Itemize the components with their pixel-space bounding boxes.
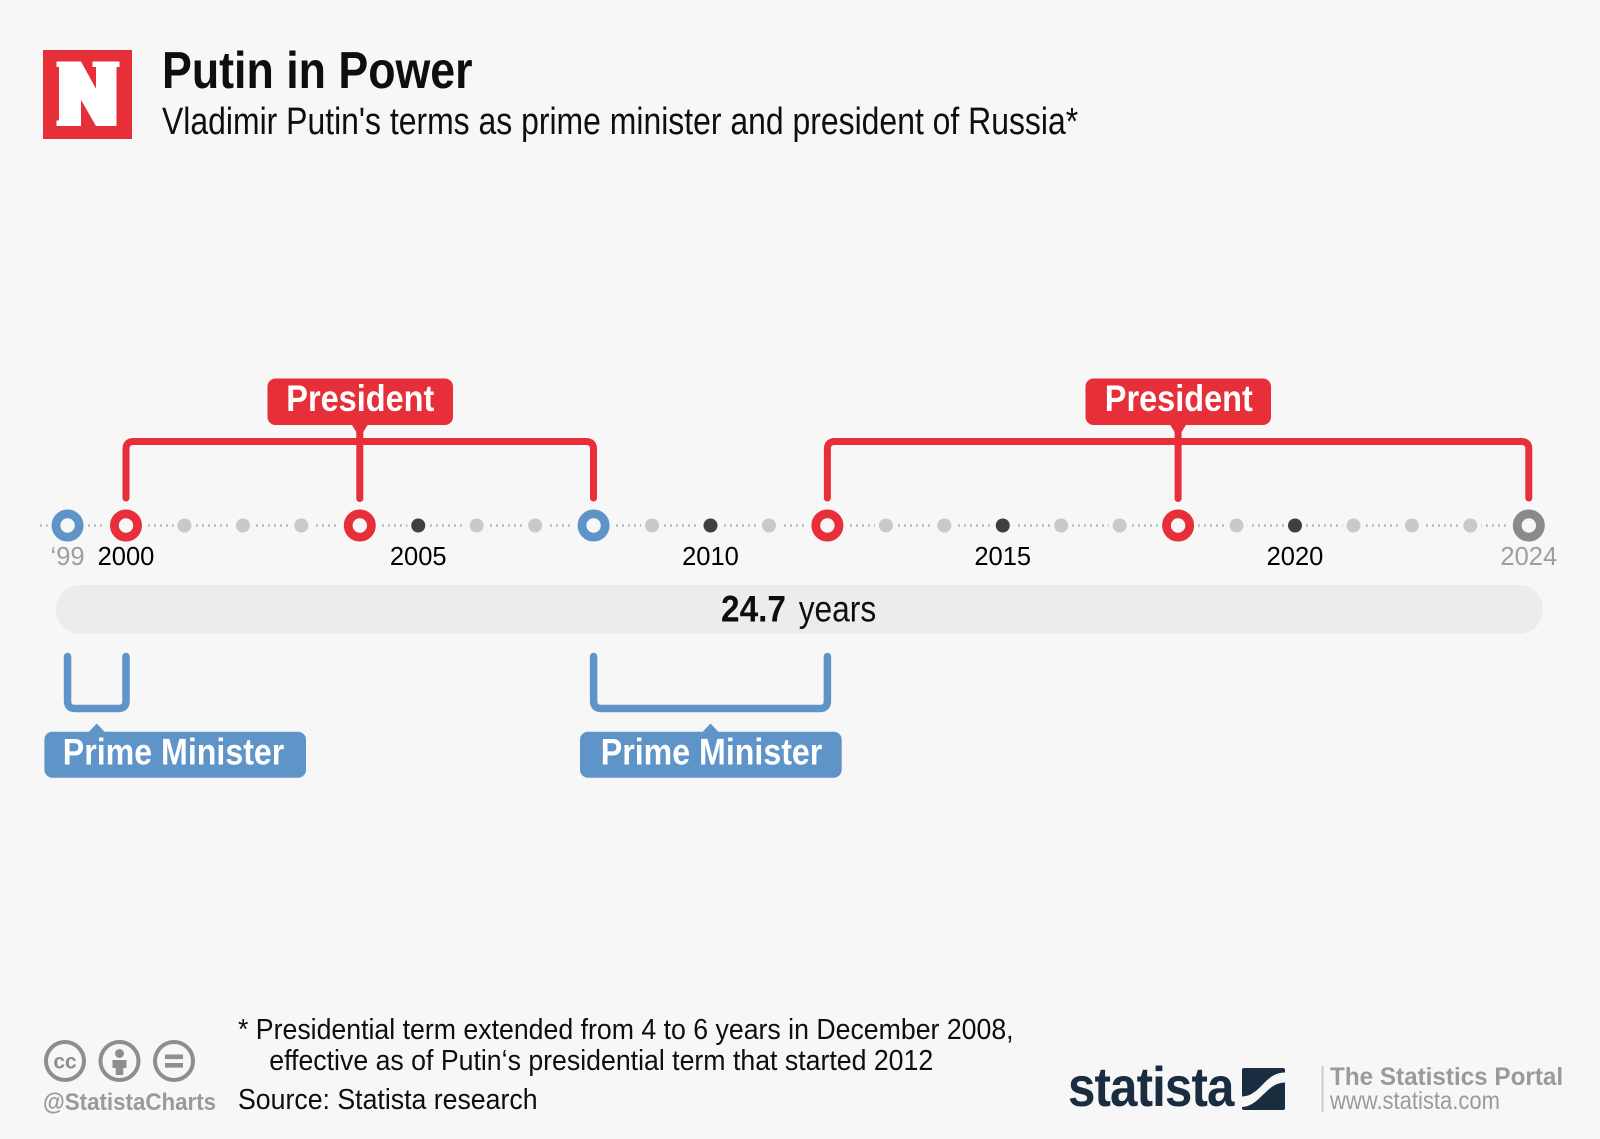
svg-text:Prime Minister: Prime Minister	[601, 732, 823, 773]
svg-text:24.7: 24.7	[721, 589, 786, 630]
svg-text:2015: 2015	[974, 543, 1031, 571]
svg-text:years: years	[799, 589, 877, 630]
svg-text:cc: cc	[53, 1051, 77, 1074]
svg-text:2000: 2000	[98, 543, 155, 571]
svg-text:2010: 2010	[682, 543, 739, 571]
svg-text:Prime Minister: Prime Minister	[63, 732, 284, 773]
svg-text:2005: 2005	[390, 543, 447, 571]
svg-text:2024: 2024	[1500, 543, 1557, 571]
svg-text:‘99: ‘99	[51, 543, 85, 571]
svg-text:2020: 2020	[1267, 543, 1324, 571]
svg-text:President: President	[1105, 378, 1253, 419]
svg-text:President: President	[286, 378, 434, 419]
